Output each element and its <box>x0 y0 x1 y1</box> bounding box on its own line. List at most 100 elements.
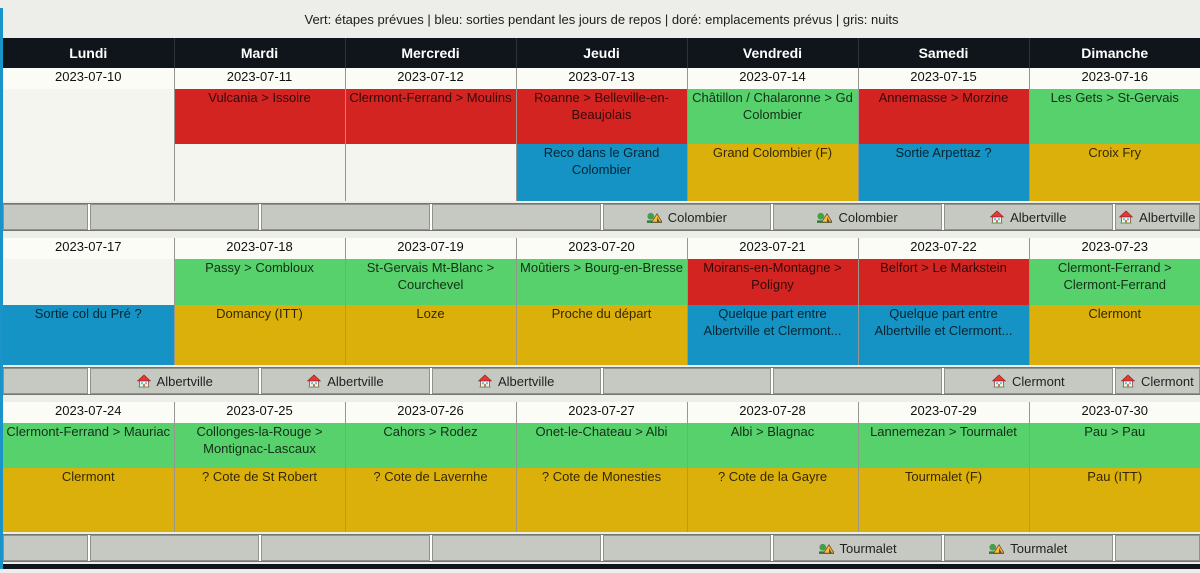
night-location-label: Albertville <box>156 373 213 389</box>
night-location-label: Colombier <box>667 209 727 225</box>
night-cell <box>90 535 260 561</box>
activity-cell: Sortie col du Pré ? <box>3 305 174 365</box>
night-cell: Tourmalet <box>773 535 942 561</box>
night-cell: Clermont <box>1114 368 1200 394</box>
activity-cell: Quelque part entre Albertville et Clermo… <box>857 305 1029 365</box>
activity-cell <box>344 144 516 201</box>
stage-cell <box>3 89 174 144</box>
date-cell: 2023-07-20 <box>515 238 687 259</box>
stage-cell: St-Gervais Mt-Blanc > Courchevel <box>344 259 516 305</box>
night-location-label: Albertville <box>1139 209 1196 225</box>
stage-cell: Moirans-en-Montagne > Poligny <box>686 259 858 305</box>
stage-cell: Annemasse > Morzine <box>857 89 1029 144</box>
week-3-night-row: Tourmalet Tourmalet <box>3 534 1200 562</box>
night-cell <box>1114 535 1200 561</box>
stage-cell: Cahors > Rodez <box>344 423 516 468</box>
weekday-header-row: Lundi Mardi Mercredi Jeudi Vendredi Samedi Dim… <box>3 38 1200 68</box>
house-icon <box>307 374 322 388</box>
stage-cell: Clermont-Ferrand > Mauriac <box>3 423 174 468</box>
day-header-lundi: Lundi <box>3 38 174 68</box>
stage-cell: Les Gets > St-Gervais <box>1028 89 1200 144</box>
color-legend: Vert: étapes prévues | bleu: sorties pen… <box>304 12 899 27</box>
night-cell <box>602 535 772 561</box>
date-cell: 2023-07-12 <box>344 68 516 89</box>
activity-cell: Clermont <box>3 468 174 532</box>
house-icon <box>477 374 492 388</box>
night-cell <box>431 204 601 230</box>
night-location-label: Colombier <box>838 209 898 225</box>
date-cell: 2023-07-14 <box>686 68 858 89</box>
activity-cell: ? Cote de Monesties <box>515 468 687 532</box>
day-header-mardi: Mardi <box>173 38 345 68</box>
date-cell: 2023-07-27 <box>515 402 687 423</box>
night-cell <box>261 535 430 561</box>
tent-icon <box>646 211 662 224</box>
planning-page: Vert: étapes prévues | bleu: sorties pen… <box>0 8 1200 569</box>
house-icon <box>1120 374 1135 388</box>
activity-cell: Reco dans le Grand Colombier <box>515 144 687 201</box>
week-gap <box>3 231 1200 238</box>
date-cell: 2023-07-17 <box>3 238 174 259</box>
date-cell: 2023-07-25 <box>173 402 345 423</box>
activity-cell: Quelque part entre Albertville et Clermo… <box>686 305 858 365</box>
week-1-table: 2023-07-10 2023-07-11 2023-07-12 2023-07-13… <box>3 68 1200 201</box>
activity-cell: Croix Fry <box>1028 144 1200 201</box>
house-icon <box>1119 210 1134 224</box>
night-cell: Albertville <box>261 368 430 394</box>
activity-cell: Tourmalet (F) <box>857 468 1029 532</box>
date-cell: 2023-07-16 <box>1028 68 1200 89</box>
day-header-samedi: Samedi <box>857 38 1029 68</box>
night-cell <box>602 368 772 394</box>
date-cell: 2023-07-10 <box>3 68 174 89</box>
night-cell: Tourmalet <box>943 535 1113 561</box>
week-2-night-row: Albertville Albertville Albertville Clermon… <box>3 367 1200 395</box>
week-gap <box>3 395 1200 402</box>
stage-cell: Onet-le-Chateau > Albi <box>515 423 687 468</box>
night-cell: Albertville <box>431 368 601 394</box>
night-cell <box>90 204 260 230</box>
date-cell: 2023-07-11 <box>173 68 345 89</box>
day-header-mercredi: Mercredi <box>344 38 516 68</box>
date-cell: 2023-07-28 <box>686 402 858 423</box>
activity-cell: Pau (ITT) <box>1028 468 1200 532</box>
night-cell <box>773 368 942 394</box>
date-cell: 2023-07-15 <box>857 68 1029 89</box>
night-cell: Albertville <box>1114 204 1200 230</box>
activity-cell: Loze <box>344 305 516 365</box>
night-cell <box>3 368 89 394</box>
week-1-night-row: Colombier Colombier Albertville Albertville <box>3 203 1200 231</box>
tent-icon <box>818 542 834 555</box>
date-cell: 2023-07-18 <box>173 238 345 259</box>
night-cell <box>3 535 89 561</box>
house-icon <box>136 374 151 388</box>
date-cell: 2023-07-19 <box>344 238 516 259</box>
stage-cell: Clermont-Ferrand > Moulins <box>344 89 516 144</box>
night-cell <box>3 204 89 230</box>
stage-cell: Clermont-Ferrand > Clermont-Ferrand <box>1028 259 1200 305</box>
day-header-dimanche: Dimanche <box>1028 38 1200 68</box>
stage-cell: Vulcania > Issoire <box>173 89 345 144</box>
activity-cell: Proche du départ <box>515 305 687 365</box>
day-header-vendredi: Vendredi <box>686 38 858 68</box>
stage-cell: Pau > Pau <box>1028 423 1200 468</box>
stage-cell: Moûtiers > Bourg-en-Bresse <box>515 259 687 305</box>
night-cell: Albertville <box>943 204 1113 230</box>
date-cell: 2023-07-30 <box>1028 402 1200 423</box>
date-cell: 2023-07-21 <box>686 238 858 259</box>
night-location-label: Tourmalet <box>1010 540 1068 556</box>
stage-cell: Collonges-la-Rouge > Montignac-Lascaux <box>173 423 345 468</box>
house-icon <box>990 210 1005 224</box>
week-3-table: 2023-07-24 2023-07-25 2023-07-26 2023-07-27… <box>3 402 1200 532</box>
night-location-label: Clermont <box>1011 373 1065 389</box>
stage-cell: Belfort > Le Markstein <box>857 259 1029 305</box>
weekday-header-table: Lundi Mardi Mercredi Jeudi Vendredi Samedi Dim… <box>3 38 1200 68</box>
stage-cell: Châtillon / Chalaronne > Gd Colombier <box>686 89 858 144</box>
date-cell: 2023-07-22 <box>857 238 1029 259</box>
activity-cell: ? Cote de la Gayre <box>686 468 858 532</box>
day-header-jeudi: Jeudi <box>515 38 687 68</box>
week-2-table: 2023-07-17 2023-07-18 2023-07-19 2023-07-20… <box>3 238 1200 365</box>
activity-cell: Clermont <box>1028 305 1200 365</box>
activity-cell <box>173 144 345 201</box>
stage-cell: Roanne > Belleville-en-Beaujolais <box>515 89 687 144</box>
activity-cell: ? Cote de Lavernhe <box>344 468 516 532</box>
